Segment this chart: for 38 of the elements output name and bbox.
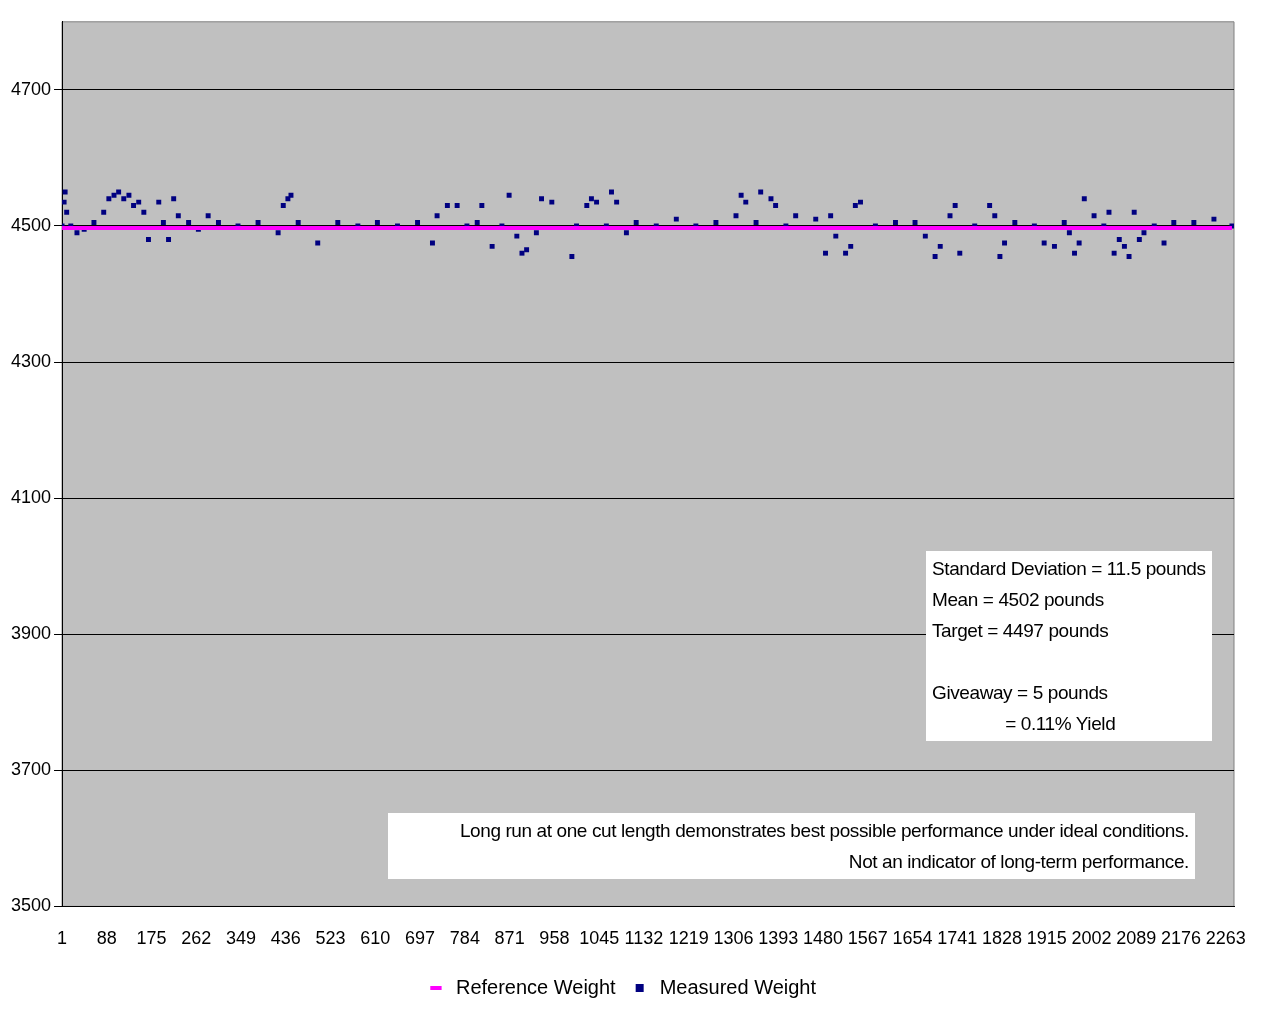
x-tick-label: 1045 [579,928,620,949]
y-tick-label: 3500 [11,895,52,916]
x-tick-label: 1 [57,928,68,949]
x-tick-label: 1741 [937,928,978,949]
x-tick-label: 1393 [758,928,799,949]
x-tick-label: 262 [181,928,212,949]
x-tick-label: 2002 [1071,928,1112,949]
x-tick-label: 1915 [1026,928,1067,949]
x-tick-label: 2263 [1205,928,1246,949]
x-tick-label: 1219 [668,928,709,949]
x-tick-label: 1567 [847,928,888,949]
x-tick-label: 175 [136,928,167,949]
y-tick-label: 4500 [11,214,52,235]
x-tick-label: 610 [360,928,391,949]
x-tick-label: 523 [315,928,346,949]
x-tick-label: 1306 [713,928,754,949]
x-tick-label: 2089 [1116,928,1157,949]
x-tick-label: 88 [96,928,117,949]
x-tick-label: 436 [270,928,301,949]
x-tick-label: 871 [494,928,525,949]
y-tick-label: 3900 [11,623,52,644]
legend-label: Measured Weight [659,975,817,998]
y-tick-label: 4300 [11,351,52,371]
x-tick-label: 784 [449,928,480,949]
x-tick-label: 697 [405,928,436,949]
note-box: Long run at one cut length demonstrates best possible performance under ideal conditions. Not an indicator of long-term performance. [388,813,1195,879]
y-tick-label: 3700 [11,759,52,780]
x-tick-label: 1828 [981,928,1022,949]
y-tick-label: 4700 [11,78,52,99]
x-tick-label: 958 [539,928,570,949]
note-box: Standard Deviation = 11.5 pounds Mean = 4502 pounds Target = 4497 pounds Giveaway = 5 pounds = 0.11% Yield [926,551,1212,741]
x-tick-label: 1480 [802,928,843,949]
x-tick-label: 349 [226,928,257,949]
x-tick-label: 2176 [1160,928,1202,949]
y-tick-label: 4100 [11,487,52,508]
x-tick-label: 1654 [892,928,933,949]
x-tick-label: 1132 [624,928,664,949]
legend-label: Reference Weight [455,975,617,998]
